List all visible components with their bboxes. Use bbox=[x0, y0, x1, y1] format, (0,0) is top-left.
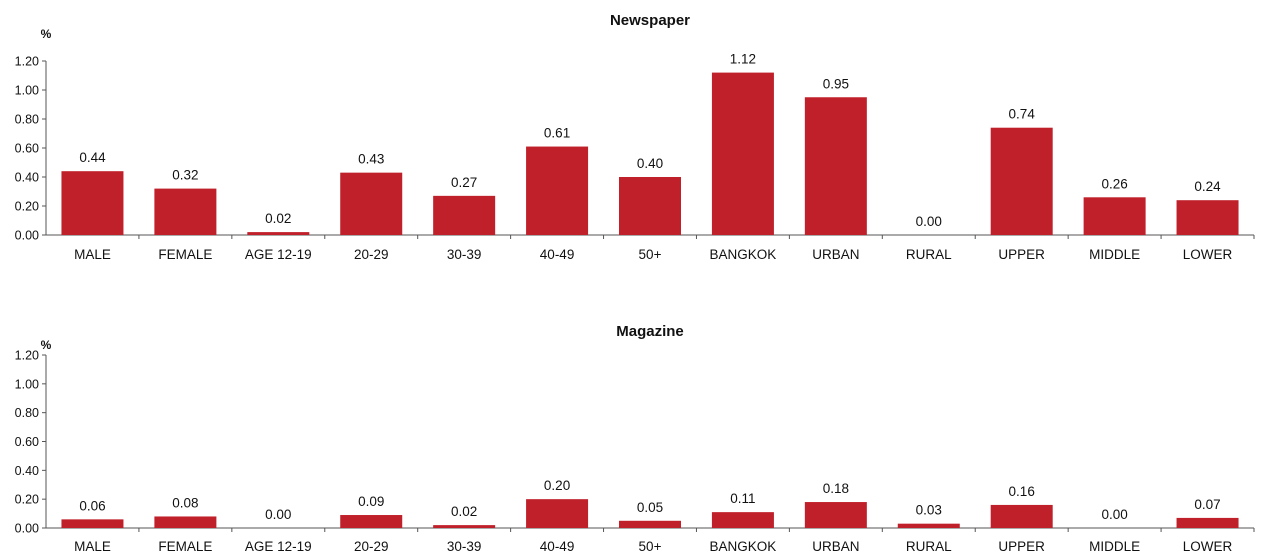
newspaper-x-tick-label: MALE bbox=[74, 247, 111, 262]
newspaper-x-tick-label: BANGKOK bbox=[710, 247, 777, 262]
magazine-y-tick-label: 0.00 bbox=[15, 522, 39, 536]
magazine-y-tick-label: 0.80 bbox=[15, 406, 39, 420]
magazine-data-label: 0.18 bbox=[823, 481, 849, 496]
magazine-x-tick-label: LOWER bbox=[1183, 539, 1233, 554]
magazine-bar bbox=[1176, 517, 1239, 528]
newspaper-bar bbox=[154, 188, 217, 235]
magazine-x-tick-label: UPPER bbox=[998, 539, 1045, 554]
magazine-bar bbox=[526, 499, 589, 528]
magazine-bar bbox=[340, 515, 403, 528]
newspaper-data-label: 0.24 bbox=[1194, 179, 1221, 194]
newspaper-bar bbox=[61, 171, 124, 235]
newspaper-y-tick-label: 0.80 bbox=[15, 113, 39, 127]
magazine-x-tick-label: 30-39 bbox=[447, 539, 482, 554]
newspaper-x-tick-label: URBAN bbox=[812, 247, 859, 262]
newspaper-bar bbox=[619, 177, 681, 235]
newspaper-x-tick-label: MIDDLE bbox=[1089, 247, 1140, 262]
newspaper-data-label: 0.61 bbox=[544, 126, 570, 141]
newspaper-x-tick-label: 40-49 bbox=[540, 247, 575, 262]
newspaper-x-tick-label: 20-29 bbox=[354, 247, 389, 262]
newspaper-data-label: 0.32 bbox=[172, 168, 198, 183]
magazine-data-label: 0.00 bbox=[265, 507, 291, 522]
newspaper-data-label: 0.00 bbox=[916, 214, 942, 229]
magazine-data-label: 0.03 bbox=[916, 503, 942, 518]
magazine-y-tick-label: 1.20 bbox=[15, 349, 39, 363]
magazine-data-label: 0.05 bbox=[637, 500, 663, 515]
magazine-data-label: 0.09 bbox=[358, 494, 384, 509]
magazine-y-tick-label: 0.20 bbox=[15, 493, 39, 507]
newspaper-x-tick-label: LOWER bbox=[1183, 247, 1233, 262]
newspaper-data-label: 0.74 bbox=[1009, 107, 1036, 122]
newspaper-bar bbox=[990, 127, 1053, 235]
newspaper-y-tick-label: 1.20 bbox=[15, 55, 39, 69]
newspaper-bar bbox=[711, 72, 774, 235]
newspaper-y-tick-label: 0.60 bbox=[15, 142, 39, 156]
newspaper-bar bbox=[1176, 200, 1239, 235]
magazine-x-tick-label: URBAN bbox=[812, 539, 859, 554]
newspaper-data-label: 0.43 bbox=[358, 152, 384, 167]
magazine-bar bbox=[990, 504, 1053, 528]
newspaper-y-tick-label: 0.40 bbox=[15, 171, 39, 185]
newspaper-x-tick-label: 50+ bbox=[639, 247, 662, 262]
newspaper-data-label: 0.40 bbox=[637, 156, 663, 171]
magazine-bar bbox=[711, 512, 774, 528]
newspaper-y-tick-label: 1.00 bbox=[15, 84, 39, 98]
newspaper-bar bbox=[433, 195, 496, 235]
magazine-y-tick-label: 0.40 bbox=[15, 464, 39, 478]
magazine-x-tick-label: AGE 12-19 bbox=[245, 539, 312, 554]
newspaper-x-tick-label: AGE 12-19 bbox=[245, 247, 312, 262]
newspaper-bar bbox=[804, 97, 867, 235]
newspaper-x-tick-label: UPPER bbox=[998, 247, 1045, 262]
magazine-data-label: 0.16 bbox=[1009, 484, 1035, 499]
magazine-x-tick-label: RURAL bbox=[906, 539, 952, 554]
magazine-x-tick-label: FEMALE bbox=[158, 539, 212, 554]
magazine-chart-title: Magazine bbox=[616, 323, 684, 340]
newspaper-data-label: 0.27 bbox=[451, 175, 477, 190]
newspaper-data-label: 0.26 bbox=[1101, 176, 1127, 191]
magazine-bar bbox=[897, 523, 960, 528]
magazine-y-tick-label: 1.00 bbox=[15, 377, 39, 391]
magazine-bar bbox=[619, 520, 681, 528]
magazine-x-tick-label: MIDDLE bbox=[1089, 539, 1140, 554]
magazine-unit-label: % bbox=[41, 338, 52, 352]
magazine-x-tick-label: BANGKOK bbox=[710, 539, 777, 554]
newspaper-unit-label: % bbox=[41, 27, 52, 41]
magazine-x-tick-label: 50+ bbox=[639, 539, 662, 554]
magazine-data-label: 0.08 bbox=[172, 495, 198, 510]
newspaper-data-label: 0.95 bbox=[823, 76, 849, 91]
magazine-bar bbox=[61, 519, 124, 528]
magazine-data-label: 0.11 bbox=[730, 491, 755, 506]
magazine-x-tick-label: MALE bbox=[74, 539, 111, 554]
magazine-x-tick-label: 20-29 bbox=[354, 539, 389, 554]
newspaper-bar bbox=[340, 172, 403, 235]
magazine-bar bbox=[804, 502, 867, 528]
newspaper-x-tick-label: 30-39 bbox=[447, 247, 482, 262]
newspaper-data-label: 0.44 bbox=[79, 150, 106, 165]
newspaper-y-tick-label: 0.20 bbox=[15, 200, 39, 214]
newspaper-y-tick-label: 0.00 bbox=[15, 229, 39, 243]
magazine-data-label: 0.07 bbox=[1194, 497, 1220, 512]
newspaper-x-tick-label: RURAL bbox=[906, 247, 952, 262]
magazine-data-label: 0.02 bbox=[451, 504, 477, 519]
newspaper-bar bbox=[1083, 197, 1146, 235]
newspaper-bar bbox=[526, 146, 589, 235]
newspaper-data-label: 0.02 bbox=[265, 211, 291, 226]
magazine-bar bbox=[433, 525, 496, 528]
magazine-x-tick-label: 40-49 bbox=[540, 539, 575, 554]
magazine-data-label: 0.00 bbox=[1101, 507, 1127, 522]
newspaper-bar bbox=[247, 232, 310, 235]
magazine-y-tick-label: 0.60 bbox=[15, 435, 39, 449]
magazine-bar bbox=[154, 516, 217, 528]
magazine-data-label: 0.20 bbox=[544, 478, 570, 493]
newspaper-chart-title: Newspaper bbox=[610, 12, 690, 29]
magazine-data-label: 0.06 bbox=[79, 498, 105, 513]
newspaper-data-label: 1.12 bbox=[730, 52, 756, 67]
newspaper-x-tick-label: FEMALE bbox=[158, 247, 212, 262]
